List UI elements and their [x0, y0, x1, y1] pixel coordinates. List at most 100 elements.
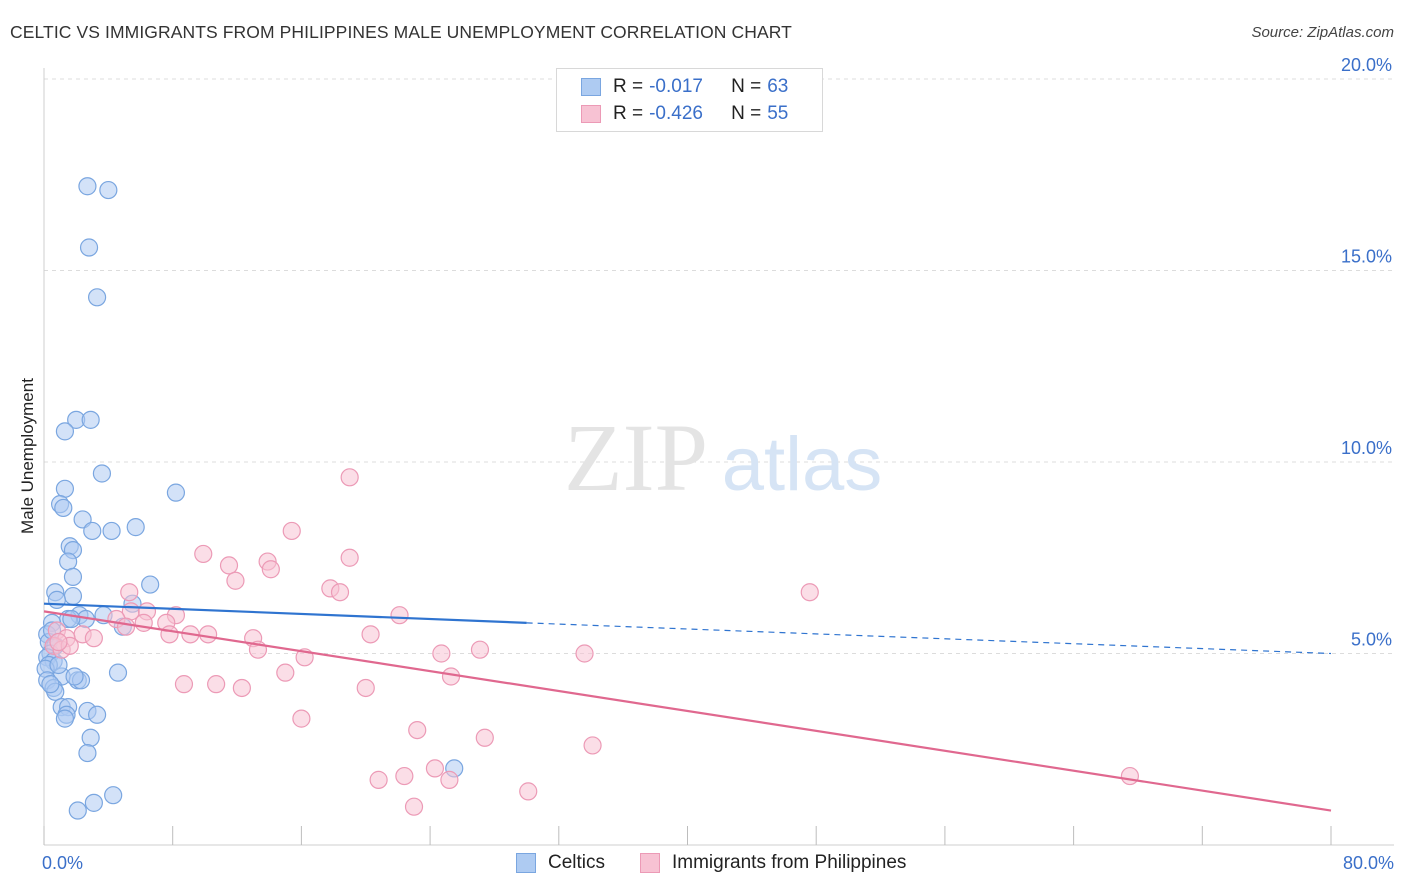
- philippines-point: [330, 583, 350, 602]
- philippines-point: [519, 782, 538, 801]
- chart-title: CELTIC VS IMMIGRANTS FROM PHILIPPINES MA…: [10, 22, 792, 42]
- philippines-point: [475, 728, 494, 747]
- y-tick-label: 10.0%: [1341, 438, 1392, 458]
- philippines-point: [207, 675, 226, 694]
- r-value: -0.017: [649, 76, 703, 97]
- watermark-zip: ZIP: [564, 404, 708, 511]
- r-label: R =: [613, 76, 644, 97]
- legend-label: Celtics: [548, 852, 606, 873]
- philippines-point: [219, 556, 239, 575]
- philippines-point: [226, 571, 245, 590]
- celtics-point: [78, 743, 97, 763]
- celtics-point: [78, 177, 97, 196]
- celtics-point: [81, 410, 100, 429]
- celtics-trend-line: [43, 602, 527, 624]
- philippines-point: [390, 606, 409, 625]
- philippines-point: [198, 625, 218, 644]
- celtics-point: [81, 728, 100, 747]
- celtics-point: [99, 180, 118, 200]
- legend-item-philippines[interactable]: Immigrants from Philippines: [640, 852, 906, 874]
- philippines-swatch: [581, 105, 601, 123]
- philippines-point: [432, 644, 451, 663]
- philippines-point: [800, 583, 819, 602]
- philippines-point: [440, 770, 459, 789]
- philippines-point: [395, 766, 414, 786]
- celtics-point: [55, 709, 75, 728]
- grid-lines: [44, 78, 1394, 654]
- philippines-point: [120, 583, 139, 602]
- philippines-point: [1120, 766, 1140, 786]
- y-tick-label: 20.0%: [1341, 55, 1392, 75]
- celtics-point: [63, 567, 83, 587]
- philippines-point: [49, 632, 68, 652]
- philippines-swatch: [640, 853, 660, 873]
- philippines-point: [441, 667, 461, 686]
- correlation-legend: R = -0.017 N = 63 R = -0.426 N = 55: [556, 68, 823, 132]
- philippines-point: [575, 644, 594, 663]
- r-value: -0.426: [649, 103, 703, 124]
- philippines-point: [583, 736, 602, 755]
- celtics-point: [166, 483, 186, 502]
- celtics-point: [55, 422, 75, 441]
- celtics-point: [59, 552, 78, 571]
- n-value: 63: [767, 76, 789, 97]
- legend-row-philippines: R = -0.426 N = 55: [581, 102, 788, 126]
- legend-label: Immigrants from Philippines: [672, 852, 907, 873]
- celtics-point: [68, 801, 87, 820]
- celtics-point: [83, 521, 102, 541]
- philippines-point: [404, 797, 424, 816]
- celtics-point: [54, 498, 73, 518]
- celtics-point: [84, 793, 103, 812]
- philippines-point: [408, 720, 427, 740]
- celtics-swatch: [581, 78, 601, 96]
- celtics-point: [87, 288, 107, 307]
- trend-lines: [43, 602, 1332, 812]
- celtics-trend-extension: [526, 622, 1332, 655]
- celtics-point: [92, 464, 112, 483]
- celtics-point: [41, 675, 60, 694]
- tick-labels: 5.0% 10.0% 15.0% 20.0% 0.0% 80.0%: [42, 55, 1394, 873]
- celtics-point: [104, 786, 123, 805]
- data-points: [36, 177, 1140, 820]
- philippines-point: [292, 709, 311, 728]
- celtics-point: [55, 479, 75, 498]
- philippines-point: [232, 678, 251, 698]
- r-label: R =: [613, 103, 644, 124]
- philippines-point: [174, 675, 194, 694]
- y-tick-label: 15.0%: [1341, 247, 1392, 267]
- philippines-point: [340, 468, 359, 487]
- celtics-point: [141, 575, 160, 594]
- philippines-point: [340, 548, 359, 567]
- celtics-point: [126, 518, 145, 537]
- philippines-trend-line: [43, 610, 1332, 812]
- philippines-point: [356, 678, 375, 698]
- philippines-point: [470, 640, 490, 659]
- n-value: 55: [767, 103, 789, 124]
- legend-item-celtics[interactable]: Celtics: [516, 852, 605, 874]
- philippines-point: [369, 770, 388, 789]
- n-label: N =: [731, 76, 762, 97]
- n-label: N =: [731, 103, 762, 124]
- source-note: Source: ZipAtlas.com: [1251, 24, 1394, 41]
- celtics-point: [49, 655, 68, 675]
- axes: [43, 68, 1394, 846]
- philippines-point: [116, 617, 136, 636]
- x-tick-label: 0.0%: [42, 853, 83, 873]
- celtics-point: [79, 238, 99, 257]
- celtics-point: [47, 590, 66, 609]
- philippines-point: [425, 759, 445, 778]
- celtics-point: [87, 705, 107, 724]
- watermark-atlas: atlas: [722, 422, 883, 507]
- philippines-point: [84, 629, 103, 648]
- watermark: ZIP atlas: [564, 404, 882, 511]
- philippines-point: [276, 663, 295, 682]
- y-tick-label: 5.0%: [1351, 630, 1392, 650]
- philippines-point: [361, 625, 380, 644]
- celtics-swatch: [516, 853, 536, 873]
- philippines-point: [282, 521, 301, 541]
- series-legend: Celtics Immigrants from Philippines: [0, 852, 1406, 878]
- celtics-point: [63, 586, 83, 606]
- philippines-point: [160, 625, 179, 644]
- celtics-point: [102, 521, 121, 541]
